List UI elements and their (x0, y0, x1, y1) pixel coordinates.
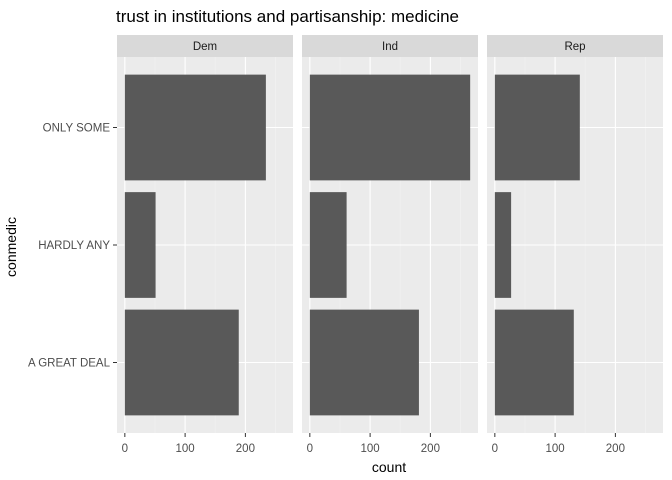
facet-panels: Dem 0 100 200 Ind 0 100 200 Rep 0 100 200 (117, 35, 663, 455)
x-tick-label: 0 (307, 443, 313, 455)
x-tick-label: 0 (492, 443, 498, 455)
chart-title: trust in institutions and partisanship: … (116, 7, 459, 26)
y-tick-label: ONLY SOME (43, 123, 111, 135)
facet-strip-label: Ind (382, 41, 398, 53)
x-tick-label: 100 (176, 443, 195, 455)
y-axis: A GREAT DEAL HARDLY ANY ONLY SOME (28, 123, 117, 370)
bar (124, 309, 239, 416)
x-tick-label: 100 (361, 443, 380, 455)
facet-strip-label: Rep (564, 41, 585, 53)
facet-strip (302, 35, 478, 57)
x-tick-label: 200 (236, 443, 255, 455)
facet-strip (117, 35, 293, 57)
y-tick-label: A GREAT DEAL (28, 358, 111, 370)
x-axis-title: count (372, 459, 406, 475)
facet-strip-label: Dem (193, 41, 217, 53)
x-tick-label: 200 (421, 443, 440, 455)
bar (309, 192, 347, 298)
facet-panel-rep: Rep 0 100 200 (487, 35, 663, 455)
bar (124, 192, 156, 298)
bar (309, 74, 471, 181)
y-tick-label: HARDLY ANY (38, 240, 110, 252)
bar (494, 309, 574, 416)
y-axis-title: conmedic (3, 217, 19, 277)
x-tick-label: 200 (606, 443, 625, 455)
bar (124, 74, 266, 181)
facet-panel-dem: Dem 0 100 200 (117, 35, 293, 455)
facet-panel-ind: Ind 0 100 200 (302, 35, 478, 455)
bar (494, 192, 512, 298)
x-tick-label: 0 (122, 443, 128, 455)
bar (309, 309, 419, 416)
bar (494, 74, 580, 181)
x-tick-label: 100 (546, 443, 565, 455)
facet-strip (487, 35, 663, 57)
